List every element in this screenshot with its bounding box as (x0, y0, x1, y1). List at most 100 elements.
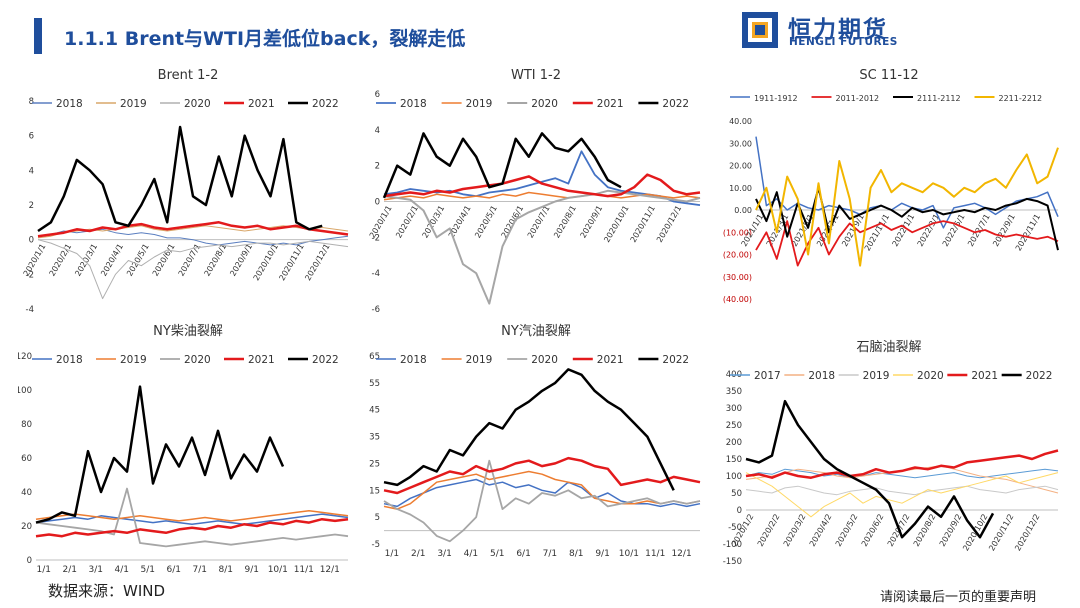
legend-label: 2021 (248, 354, 275, 366)
legend-label: 2018 (400, 98, 427, 110)
series-line-2017 (745, 468, 1059, 479)
legend-label: 2021 (597, 98, 624, 110)
title-accent-bar (34, 18, 42, 54)
ny-gasoline-crack-chart: NY汽油裂解 65 55 45 35 25 15 5 -5 1/1 2/1 3/1 4/1 5/1 6/1 7… (369, 324, 701, 559)
series-line-2020 (37, 239, 349, 300)
y-tick-label: 150 (726, 455, 742, 465)
x-tick-label: 2022/11/1 (1014, 213, 1042, 253)
x-tick-label: 2020/10/1 (602, 204, 630, 244)
series-line-2021 (745, 449, 1059, 479)
legend-label: 2019 (863, 370, 890, 382)
legend-label: 2022 (662, 98, 689, 110)
x-tick-label: 2020/1/1 (368, 204, 394, 240)
x-tick-label: 2022/9/1 (991, 213, 1017, 249)
legend-label: 2019 (466, 98, 493, 110)
x-tick-label: 9/1 (245, 565, 259, 575)
y-tick-label: -4 (26, 305, 34, 315)
legend-label: 2018 (400, 354, 427, 366)
x-tick-label: 2022/5/1 (941, 213, 967, 249)
y-tick-label: 60 (21, 454, 32, 464)
chart-title: WTI 1-2 (511, 68, 561, 83)
legend-label: 2021 (248, 98, 275, 110)
y-tick-label: 6 (29, 132, 34, 142)
logo-text: 恒力期货 (788, 17, 888, 43)
series-line-2021 (383, 173, 701, 198)
series-line-2021 (383, 456, 701, 495)
y-tick-label: 5 (375, 513, 380, 523)
y-tick-label: -100 (723, 540, 742, 550)
legend-label: 2021 (597, 354, 624, 366)
legend-label: 2020 (531, 354, 558, 366)
x-tick-label: 5/1 (141, 565, 155, 575)
legend-label: 2111-2112 (917, 94, 961, 103)
series-line-2019 (35, 509, 349, 522)
legend-label: 2022 (1026, 370, 1053, 382)
x-tick-label: 2020/6/2 (860, 513, 886, 549)
legend-label: 2017 (754, 370, 781, 382)
y-tick-label: 20.00 (729, 162, 752, 171)
x-tick-label: 2022/1/1 (891, 213, 917, 249)
y-tick-label: 100 (726, 472, 742, 482)
x-tick-label: 2020/9/1 (228, 242, 254, 278)
legend-label: 2018 (56, 354, 83, 366)
series-line-1911-1912 (755, 136, 1059, 229)
x-tick-label: 8/1 (219, 565, 233, 575)
series-line-2020 (35, 487, 349, 548)
y-tick-label: -150 (723, 557, 742, 567)
x-tick-label: 7/1 (543, 549, 557, 559)
y-tick-label: 250 (726, 421, 742, 431)
y-tick-label: -4 (372, 269, 380, 279)
y-tick-label: 8 (29, 97, 34, 107)
y-tick-label: 0 (375, 198, 380, 208)
y-tick-label: (20.00) (723, 251, 752, 260)
data-source-note: 数据来源：WIND (48, 582, 166, 600)
y-tick-label: 6 (375, 90, 380, 100)
series-line-2022 (383, 368, 675, 491)
y-tick-label: (10.00) (723, 228, 752, 237)
series-line-2020 (383, 459, 701, 543)
y-tick-label: -5 (372, 540, 380, 550)
y-tick-label: 15 (369, 486, 380, 496)
x-tick-label: 2020/12/2 (1013, 513, 1041, 553)
y-tick-label: -2 (26, 270, 34, 280)
x-tick-label: 2020/1/1 (22, 242, 48, 278)
x-tick-label: 2020/5/1 (125, 242, 151, 278)
x-tick-label: 2020/3/1 (73, 242, 99, 278)
x-tick-label: 5/1 (490, 549, 504, 559)
series-line-2019 (37, 225, 349, 239)
y-tick-label: 10.00 (729, 184, 752, 193)
legend-label: 2020 (184, 354, 211, 366)
chart-title: NY汽油裂解 (501, 324, 571, 339)
legend-label: 2019 (120, 98, 147, 110)
x-tick-label: 4/1 (115, 565, 129, 575)
series-line-2019 (383, 470, 701, 510)
chart-title: SC 11-12 (859, 68, 918, 83)
x-tick-label: 7/1 (193, 565, 207, 575)
y-tick-label: (40.00) (723, 295, 752, 304)
x-tick-label: 11/1 (294, 565, 314, 575)
y-tick-label: 120 (18, 352, 32, 362)
y-tick-label: 4 (375, 126, 380, 136)
y-tick-label: 25 (369, 459, 380, 469)
series-line-2020 (383, 189, 701, 305)
series-line-2022 (382, 132, 622, 199)
y-tick-label: 40 (21, 488, 32, 498)
series-line-2021 (37, 221, 349, 238)
disclaimer-note: 请阅读最后一页的重要声明 (880, 590, 1037, 605)
logo-subtitle: HENGLI FUTURES (789, 36, 898, 48)
x-tick-label: 2020/12/1 (303, 242, 331, 282)
x-tick-label: 3/1 (89, 565, 103, 575)
x-tick-label: 2020/3/2 (782, 513, 808, 549)
x-tick-label: 4/1 (464, 549, 478, 559)
x-tick-label: 2020/12/1 (655, 204, 683, 244)
x-tick-label: 2020/6/1 (500, 204, 526, 240)
chart-title: Brent 1-2 (158, 68, 219, 83)
legend-label: 2018 (56, 98, 83, 110)
x-tick-label: 2/1 (63, 565, 77, 575)
y-tick-label: 0 (737, 506, 742, 516)
x-tick-label: 2020/6/1 (151, 242, 177, 278)
y-tick-label: 65 (369, 352, 380, 362)
y-tick-label: 0 (29, 236, 34, 246)
series-line-2020 (745, 472, 1059, 518)
